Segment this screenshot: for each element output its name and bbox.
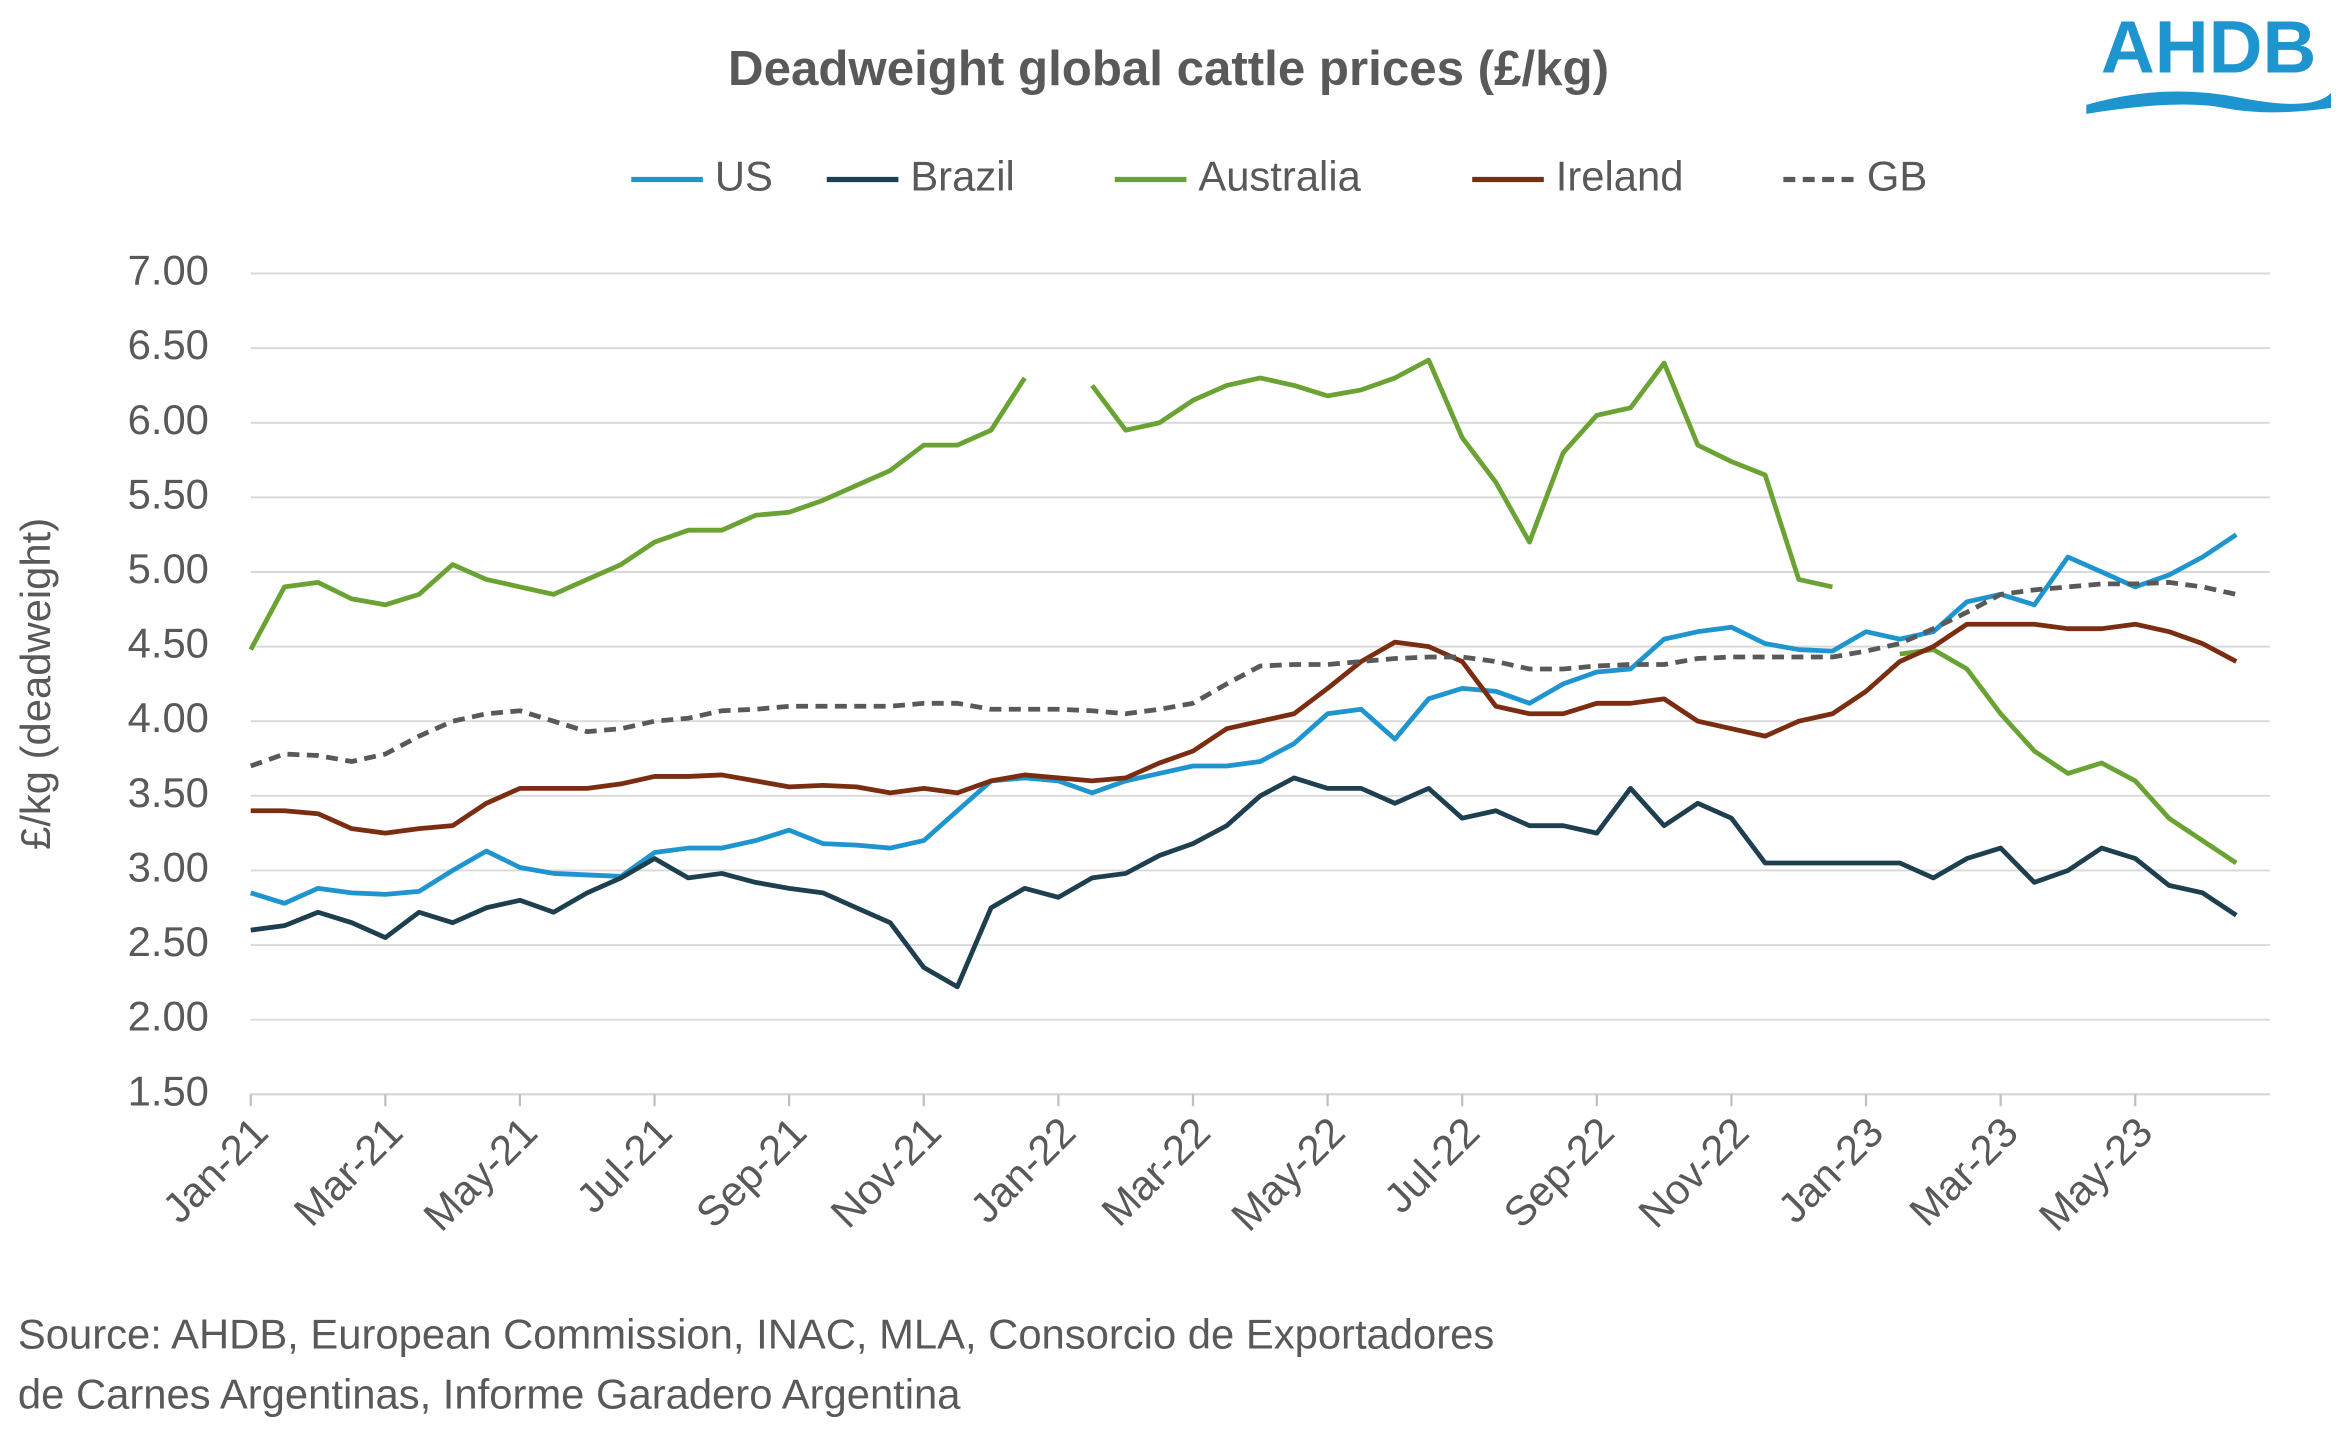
y-tick-label: 5.50 (128, 470, 209, 517)
x-tick-label: Jul-22 (1375, 1108, 1489, 1222)
x-tick-label: Sep-21 (687, 1108, 815, 1236)
logo: AHDB (2086, 4, 2332, 114)
series-line (250, 532, 2238, 906)
legend-item: Ireland (1472, 153, 1683, 200)
y-tick-label: 7.00 (128, 247, 209, 294)
x-tick-label: Nov-22 (1629, 1108, 1757, 1236)
x-tick-label: Jan-22 (961, 1108, 1085, 1232)
logo-wave (2086, 91, 2332, 114)
y-tick-label: 5.00 (128, 545, 209, 592)
chart-title: Deadweight global cattle prices (£/kg) (728, 41, 1609, 96)
source-line: Source: AHDB, European Commission, INAC,… (18, 1311, 1494, 1358)
x-tick-label: Jan-21 (153, 1108, 277, 1232)
legend-item: Australia (1114, 153, 1362, 200)
legend-label: Brazil (910, 153, 1014, 200)
x-tick-label: Mar-21 (285, 1108, 412, 1235)
series-line (249, 580, 2237, 769)
y-tick-label: 6.00 (128, 396, 209, 443)
y-tick-label: 4.00 (128, 694, 209, 741)
series-line (250, 621, 2238, 836)
legend-label: GB (1867, 153, 1927, 200)
y-axis-label: £/kg (deadweight) (12, 518, 59, 850)
y-tick-label: 3.50 (128, 769, 209, 816)
y-tick-label: 4.50 (128, 620, 209, 667)
y-tick-label: 3.00 (128, 843, 209, 890)
x-tick-label: May-21 (414, 1108, 546, 1240)
y-tick-label: 2.00 (128, 993, 209, 1040)
legend-item: Brazil (826, 153, 1015, 200)
legend-label: Australia (1198, 153, 1361, 200)
y-tick-label: 6.50 (128, 321, 209, 368)
x-tick-label: May-22 (1222, 1108, 1354, 1240)
legend-label: Ireland (1556, 153, 1684, 200)
legend-label: US (715, 153, 773, 200)
x-tick-label: Sep-22 (1494, 1108, 1622, 1236)
source-line: de Carnes Argentinas, Informe Garadero A… (18, 1370, 961, 1417)
series-line (250, 775, 2238, 990)
legend-item: GB (1783, 153, 1927, 200)
x-tick-label: Mar-23 (1900, 1108, 2027, 1235)
series-line (248, 357, 2238, 865)
y-tick-label: 1.50 (128, 1067, 209, 1114)
x-tick-label: Jul-21 (567, 1108, 681, 1222)
x-tick-label: May-23 (2030, 1108, 2162, 1240)
y-tick-label: 2.50 (128, 918, 209, 965)
x-tick-label: Mar-22 (1092, 1108, 1219, 1235)
x-tick-label: Nov-21 (821, 1108, 949, 1236)
x-tick-label: Jan-23 (1769, 1108, 1893, 1232)
legend-item: US (631, 153, 773, 200)
logo-text: AHDB (2101, 4, 2317, 88)
